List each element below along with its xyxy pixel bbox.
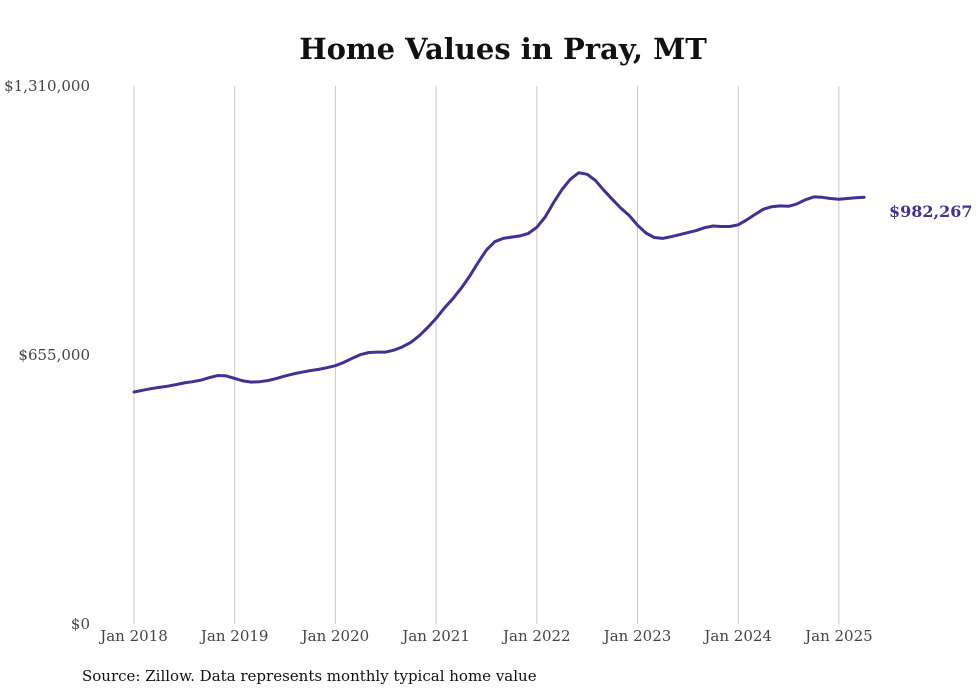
x-tick-label: Jan 2025 [803,627,873,645]
x-axis-ticks: Jan 2018 Jan 2019 Jan 2020 Jan 2021 Jan 2022… [98,627,872,645]
x-tick-label: Jan 2023 [602,627,672,645]
chart-title: Home Values in Pray, MT [299,32,707,66]
x-tick-label: Jan 2021 [400,627,470,645]
x-tick-label: Jan 2020 [300,627,370,645]
x-tick-label: Jan 2022 [501,627,571,645]
x-tick-label: Jan 2024 [702,627,772,645]
source-note: Source: Zillow. Data represents monthly … [82,667,537,685]
home-value-line [132,171,866,394]
y-tick-label: $0 [71,615,90,633]
x-tick-label: Jan 2018 [98,627,168,645]
latest-value-label: $982,267 [889,202,973,221]
y-tick-label: $655,000 [18,346,90,364]
y-tick-label: $1,310,000 [4,77,90,95]
x-tick-label: Jan 2019 [199,627,269,645]
y-axis-ticks: $0 $655,000 $1,310,000 [4,77,90,633]
gridlines [133,86,840,624]
